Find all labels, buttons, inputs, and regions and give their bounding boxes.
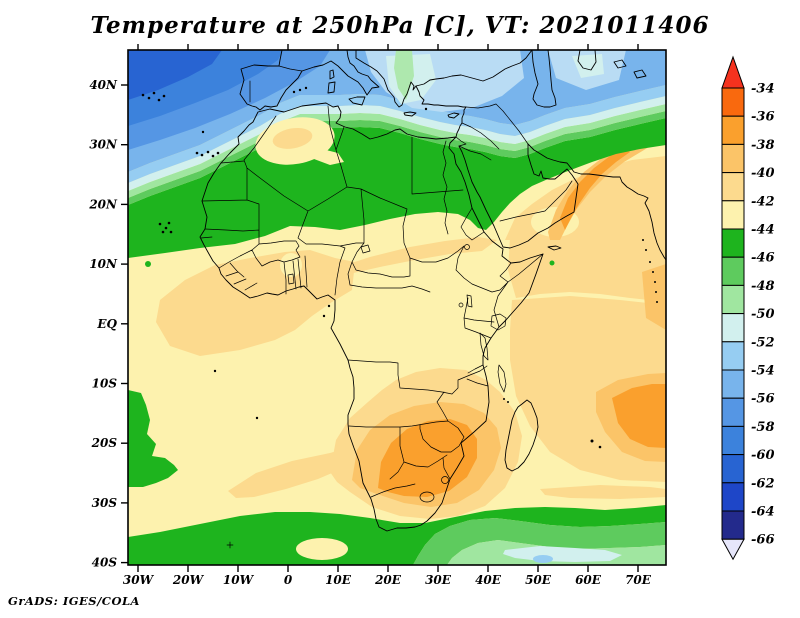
colorbar-segment: [722, 285, 744, 313]
grads-attribution: GrADS: IGES/COLA: [8, 594, 140, 608]
y-tick-label: 40S: [92, 556, 118, 570]
grads-weather-map-page: Temperature at 250hPa [C], VT: 202101140…: [0, 0, 800, 618]
colorbar-segment: [722, 398, 744, 426]
colorbar-label: -60: [751, 448, 775, 463]
y-tick-label: 30S: [92, 496, 118, 510]
x-tick-label: 30E: [425, 573, 452, 587]
colorbar-label: -50: [751, 307, 775, 322]
x-tick-label: 40E: [475, 573, 502, 587]
y-tick-label: 10S: [92, 377, 118, 391]
y-tick-label: 10N: [89, 257, 118, 271]
colorbar-label: -66: [751, 533, 775, 548]
colorbar-segment: [722, 257, 744, 285]
colorbar-legend: -34 -36 -38 -40 -42 -44 -46 -48 -50 -52 -54 -56 -58 -…: [722, 57, 775, 559]
colorbar-label: -52: [751, 335, 775, 350]
colorbar-label: -46: [751, 251, 775, 266]
colorbar-segment: [722, 116, 744, 144]
colorbar-segment: [722, 483, 744, 511]
colorbar-label: -38: [751, 138, 775, 153]
colorbar-label: -54: [751, 364, 775, 379]
colorbar-label: -48: [751, 279, 775, 294]
fill-green-dot-west: [145, 261, 151, 267]
y-tick-label: 30N: [89, 138, 118, 152]
y-tick-label: EQ: [96, 317, 117, 331]
x-tick-label: 70E: [625, 573, 652, 587]
colorbar-segment: [722, 314, 744, 342]
colorbar-segment: [722, 511, 744, 539]
y-axis: 40N 30N 20N 10N EQ 10S 20S 30S 40S: [88, 78, 128, 570]
y-tick-label: 20S: [91, 436, 118, 450]
x-tick-label: 20E: [374, 573, 402, 587]
x-tick-label: 60E: [575, 573, 602, 587]
y-tick-label: 20N: [88, 197, 118, 211]
contour-fills: [128, 50, 666, 565]
colorbar-label: -64: [751, 505, 775, 520]
colorbar-label: -62: [751, 476, 775, 491]
colorbar-label: -42: [751, 194, 775, 209]
colorbar-label: -56: [751, 392, 775, 407]
colorbar-segment: [722, 342, 744, 370]
colorbar-label: -40: [751, 166, 775, 181]
colorbar-label: -58: [751, 420, 775, 435]
colorbar-segment: [722, 88, 744, 116]
x-tick-label: 30W: [123, 573, 155, 587]
colorbar-segment: [722, 455, 744, 483]
map-plot: 30W 20W 10W 0 10E 20E 30E 40E 50E 60E 70E 40N 30N 20…: [0, 0, 800, 618]
colorbar-segment: [722, 201, 744, 229]
colorbar-segment: [722, 229, 744, 257]
x-tick-label: 10W: [223, 573, 255, 587]
colorbar-label: -44: [751, 223, 775, 238]
colorbar-label: -34: [751, 82, 775, 97]
colorbar-segment: [722, 144, 744, 172]
x-tick-label: 20W: [172, 573, 205, 587]
colorbar-segment: [722, 426, 744, 454]
colorbar-over-arrow: [722, 57, 744, 88]
x-tick-label: 10E: [325, 573, 352, 587]
colorbar-segment: [722, 173, 744, 201]
fill-green-dot-aden: [550, 261, 555, 266]
x-tick-label: 0: [284, 573, 293, 587]
colorbar-under-arrow: [722, 539, 744, 559]
colorbar-segment: [722, 370, 744, 398]
y-tick-label: 40N: [89, 78, 118, 92]
colorbar-label: -36: [751, 110, 775, 125]
x-tick-label: 50E: [525, 573, 552, 587]
